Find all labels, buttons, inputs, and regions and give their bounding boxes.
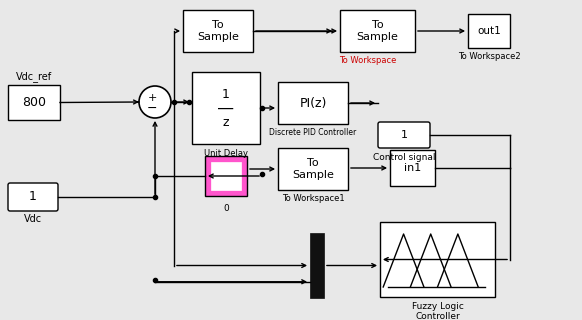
Bar: [183, 10, 253, 52]
Text: To Workspace1: To Workspace1: [282, 194, 345, 203]
Text: To
Sample: To Sample: [197, 20, 239, 42]
Text: Unit Delay: Unit Delay: [204, 149, 248, 158]
Text: 1: 1: [222, 87, 230, 100]
Bar: [211, 162, 241, 190]
FancyBboxPatch shape: [8, 183, 58, 211]
Text: 1: 1: [29, 190, 37, 204]
Text: 0: 0: [223, 204, 229, 213]
Bar: [380, 222, 495, 297]
Text: 1: 1: [400, 130, 407, 140]
Bar: [278, 148, 348, 190]
Circle shape: [139, 86, 171, 118]
Bar: [310, 233, 324, 298]
Text: out1: out1: [477, 26, 501, 36]
Text: Vdc: Vdc: [24, 214, 42, 224]
Text: 800: 800: [22, 96, 46, 109]
FancyBboxPatch shape: [378, 122, 430, 148]
Text: Fuzzy Logic
Controller: Fuzzy Logic Controller: [411, 302, 463, 320]
Bar: [340, 10, 415, 52]
Text: in1: in1: [404, 163, 421, 173]
Text: z: z: [223, 116, 229, 129]
Bar: [205, 156, 247, 196]
Text: Vdc_ref: Vdc_ref: [16, 72, 52, 83]
Text: To
Sample: To Sample: [357, 20, 399, 42]
Bar: [468, 14, 510, 48]
Text: −: −: [147, 101, 157, 115]
Text: +: +: [147, 93, 157, 103]
Bar: [192, 72, 260, 144]
Text: PI(z): PI(z): [299, 97, 327, 109]
Text: To
Sample: To Sample: [292, 158, 334, 180]
Text: To Workspace: To Workspace: [339, 56, 396, 65]
Bar: [8, 85, 60, 120]
Bar: [390, 150, 435, 186]
Text: Control signal: Control signal: [372, 153, 435, 162]
Bar: [278, 82, 348, 124]
Text: To Workspace2: To Workspace2: [457, 52, 520, 61]
Text: Discrete PID Controller: Discrete PID Controller: [269, 128, 357, 137]
Text: ―: ―: [218, 100, 233, 116]
